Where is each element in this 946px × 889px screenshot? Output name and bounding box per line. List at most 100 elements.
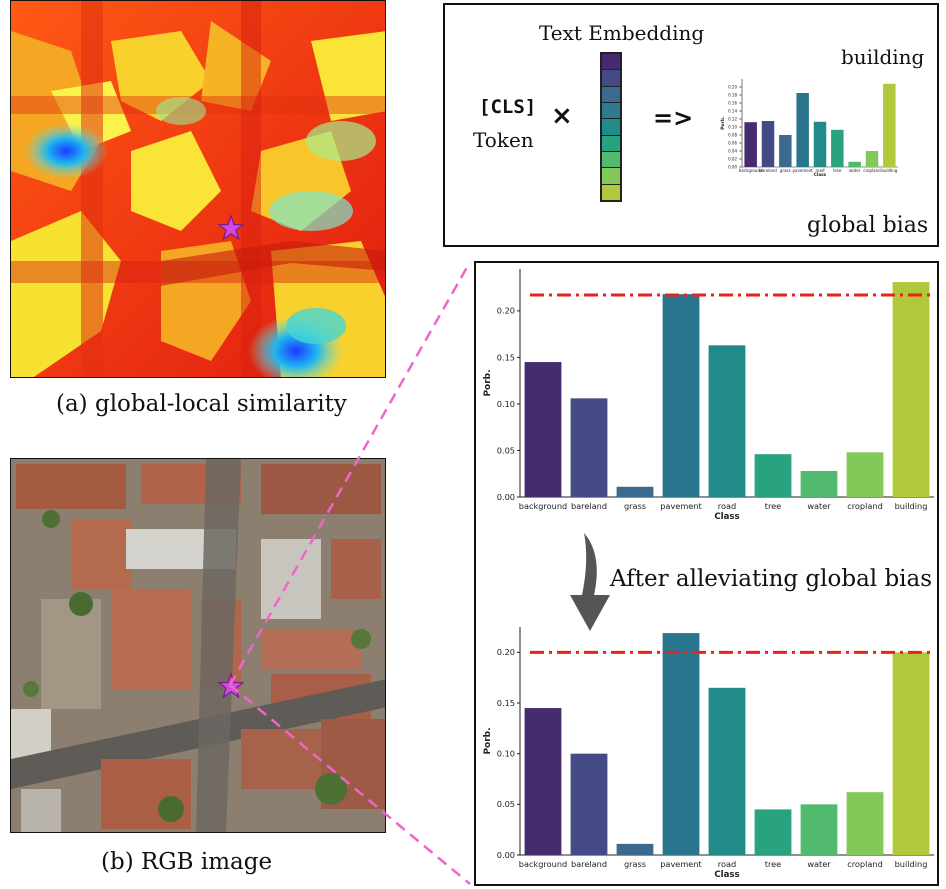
- bar-pavement: [662, 294, 700, 497]
- x-tick-label: bareland: [759, 168, 777, 173]
- bar-pavement: [796, 93, 809, 167]
- star-marker-top: [217, 214, 245, 241]
- y-tick-label: 0.06: [728, 140, 737, 145]
- similarity-heatmap: [10, 0, 386, 378]
- bar-grass: [616, 486, 654, 497]
- x-tick-label: grass: [624, 501, 646, 511]
- x-tick-label: bareland: [571, 859, 607, 869]
- x-tick-label: water: [807, 501, 831, 511]
- y-tick-label: 0.12: [728, 116, 737, 121]
- building-label: building: [841, 45, 925, 69]
- y-tick-label: 0.00: [497, 850, 515, 860]
- x-axis-label: Class: [714, 512, 739, 522]
- bar-water: [800, 470, 838, 497]
- x-tick-label: background: [739, 168, 763, 173]
- x-tick-label: water: [849, 168, 861, 173]
- y-tick-label: 0.10: [497, 399, 515, 409]
- bar-bareland: [761, 121, 775, 167]
- y-tick-label: 0.15: [497, 698, 515, 708]
- x-tick-label: building: [895, 501, 928, 511]
- times-symbol: ×: [551, 101, 573, 131]
- y-tick-label: 0.02: [728, 156, 737, 161]
- x-tick-label: pavement: [660, 859, 702, 869]
- y-tick-label: 0.20: [497, 306, 515, 316]
- cls-label: [CLS]: [479, 96, 537, 118]
- mini-bar-chart: 0.00 0.02 0.04 0.06 0.08 0.10 0.12 0.14 0.16 0.18…: [720, 79, 898, 177]
- y-tick-label: 0.00: [497, 492, 515, 502]
- x-tick-label: road: [718, 859, 736, 869]
- bar-road: [708, 345, 746, 497]
- bar-background: [744, 122, 757, 167]
- y-tick-label: 0.20: [497, 647, 515, 657]
- bar-background: [524, 362, 562, 497]
- y-tick-label: 0.18: [728, 92, 737, 97]
- x-tick-label: building: [881, 168, 897, 173]
- bar-cropland: [865, 151, 879, 167]
- global-bias-label: global bias: [807, 213, 929, 238]
- y-tick-label: 0.20: [728, 84, 737, 89]
- y-axis-label: Porb.: [720, 116, 726, 130]
- y-tick-label: 0.05: [497, 445, 515, 455]
- caption-global-local: (a) global-local similarity: [56, 391, 347, 417]
- x-tick-label: background: [519, 859, 567, 869]
- y-tick-label: 0.10: [497, 749, 515, 759]
- x-tick-label: cropland: [863, 168, 881, 173]
- bar-grass: [616, 843, 654, 855]
- x-tick-label: pavement: [660, 501, 702, 511]
- x-tick-label: road: [718, 501, 736, 511]
- bar-bareland: [570, 753, 608, 855]
- x-tick-label: road: [816, 168, 825, 173]
- bar-building: [883, 83, 896, 167]
- x-axis-label: Class: [814, 172, 827, 177]
- x-tick-label: grass: [624, 859, 646, 869]
- connector-top: [228, 261, 472, 686]
- bar-chart-before: 0.00 0.05 0.10 0.15 0.20 background bareland gr…: [483, 269, 934, 522]
- y-tick-label: 0.14: [728, 108, 737, 113]
- x-tick-label: pavement: [793, 168, 814, 173]
- after-label: After alleviating global bias: [610, 566, 933, 592]
- x-tick-label: building: [895, 859, 928, 869]
- bar-road: [813, 121, 827, 167]
- x-tick-label: cropland: [847, 501, 883, 511]
- y-tick-label: 0.16: [728, 100, 737, 105]
- y-tick-label: 0.05: [497, 799, 515, 809]
- x-tick-label: grass: [780, 168, 791, 173]
- token-label: Token: [473, 128, 534, 152]
- bar-building: [892, 282, 930, 497]
- y-axis-label: Porb.: [483, 727, 493, 754]
- connector-bottom: [229, 684, 471, 885]
- x-tick-label: tree: [765, 501, 781, 511]
- bar-building: [892, 652, 930, 855]
- down-arrow-icon: [570, 533, 610, 631]
- bar-tree: [831, 129, 844, 167]
- x-tick-label: cropland: [847, 859, 883, 869]
- y-axis-label: Porb.: [483, 369, 493, 396]
- x-tick-label: water: [807, 859, 831, 869]
- caption-rgb: (b) RGB image: [101, 849, 273, 875]
- x-tick-label: tree: [833, 168, 842, 173]
- bar-grass: [779, 135, 792, 167]
- bar-background: [524, 708, 562, 855]
- y-tick-label: 0.04: [728, 148, 737, 153]
- bar-bareland: [570, 398, 608, 497]
- x-axis-label: Class: [714, 870, 739, 880]
- rgb-image: [10, 458, 386, 833]
- bar-cropland: [846, 792, 884, 855]
- y-tick-label: 0.08: [728, 132, 737, 137]
- rgb-svg: [11, 459, 385, 832]
- bar-chart-after: 0.00 0.05 0.10 0.15 0.20 background bareland gr…: [483, 627, 934, 880]
- y-tick-label: 0.00: [728, 164, 737, 169]
- y-tick-label: 0.10: [728, 124, 737, 129]
- bar-pavement: [662, 633, 700, 855]
- arrow-symbol: =>: [653, 104, 694, 132]
- x-tick-label: bareland: [571, 501, 607, 511]
- bar-water: [848, 161, 861, 167]
- bar-tree: [754, 454, 792, 497]
- text-embedding-label: Text Embedding: [539, 21, 705, 45]
- x-tick-label: background: [519, 501, 567, 511]
- bar-tree: [754, 809, 792, 855]
- heatmap-svg: [11, 1, 385, 377]
- bar-water: [800, 804, 838, 855]
- embedding-vector: [600, 52, 622, 202]
